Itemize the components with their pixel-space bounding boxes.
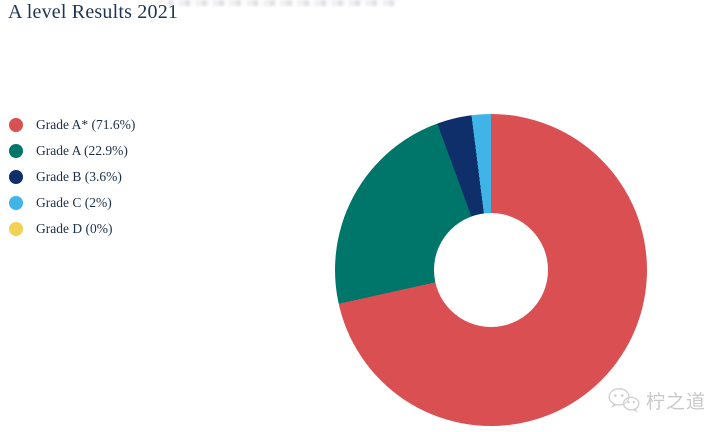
legend-item-grade-d: Grade D (0%) bbox=[0, 216, 135, 242]
legend-label-grade-d: Grade D (0%) bbox=[36, 221, 113, 236]
legend-swatch-grade-b bbox=[9, 170, 23, 184]
legend-item-grade-a-star: Grade A* (71.6%) bbox=[0, 112, 135, 138]
chart-title: A level Results 2021 bbox=[8, 1, 179, 23]
chart-legend: Grade A* (71.6%) Grade A (22.9%) Grade B (… bbox=[0, 112, 135, 242]
legend-label-grade-b: Grade B (3.6%) bbox=[36, 169, 122, 184]
legend-swatch-grade-c bbox=[9, 196, 23, 210]
legend-item-grade-b: Grade B (3.6%) bbox=[0, 164, 135, 190]
watermark: 柠之道 bbox=[606, 386, 706, 414]
legend-item-grade-c: Grade C (2%) bbox=[0, 190, 135, 216]
legend-swatch-grade-d bbox=[9, 222, 23, 236]
legend-swatch-grade-a-star bbox=[9, 118, 23, 132]
watermark-text: 柠之道 bbox=[646, 390, 707, 413]
legend-label-grade-a-star: Grade A* (71.6%) bbox=[36, 117, 136, 132]
donut-hole bbox=[434, 213, 548, 327]
legend-swatch-grade-a bbox=[9, 144, 23, 158]
legend-item-grade-a: Grade A (22.9%) bbox=[0, 138, 135, 164]
redacted-text-smudge bbox=[168, 0, 396, 6]
donut-chart bbox=[335, 114, 647, 426]
legend-label-grade-c: Grade C (2%) bbox=[36, 195, 112, 210]
wechat-logo-icon bbox=[606, 386, 642, 414]
legend-label-grade-a: Grade A (22.9%) bbox=[36, 143, 128, 158]
